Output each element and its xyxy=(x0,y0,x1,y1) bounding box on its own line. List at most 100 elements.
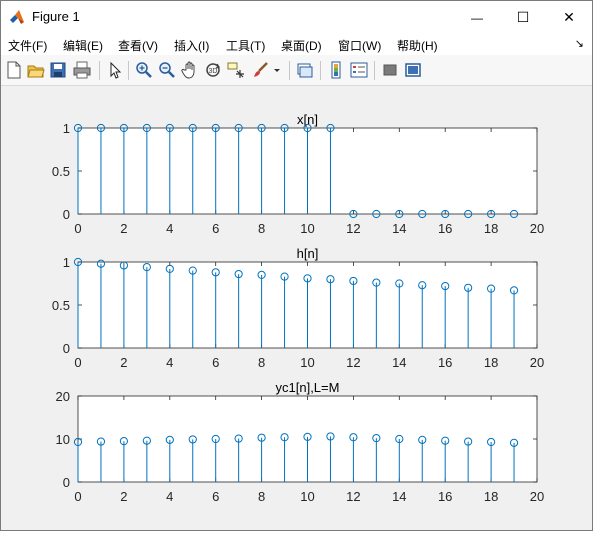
toolbar-separator xyxy=(289,61,290,80)
toolbar-separator xyxy=(374,61,375,80)
menu-view[interactable]: 查看(V) xyxy=(118,39,158,53)
axes-title: x[n] xyxy=(297,112,318,127)
maximize-button[interactable]: ☐ xyxy=(500,1,546,33)
stem-marker[interactable] xyxy=(395,434,404,444)
stem-marker[interactable] xyxy=(96,123,106,133)
stem-marker[interactable] xyxy=(257,270,266,279)
stem-marker[interactable] xyxy=(119,261,129,270)
stem-marker[interactable] xyxy=(509,438,519,447)
stem-marker[interactable] xyxy=(280,433,289,442)
stem-marker[interactable] xyxy=(395,279,404,288)
stem-marker[interactable] xyxy=(142,436,151,445)
close-button[interactable]: ✕ xyxy=(546,1,592,33)
stem-marker[interactable] xyxy=(211,268,220,277)
stem-marker[interactable] xyxy=(142,263,151,272)
stem-marker[interactable] xyxy=(487,209,496,219)
x-tick-label: 6 xyxy=(212,221,219,236)
insert-colorbar-icon[interactable] xyxy=(327,61,345,79)
stem-marker[interactable] xyxy=(211,123,220,133)
stem-marker[interactable] xyxy=(73,257,83,267)
minimize-button[interactable]: — xyxy=(454,1,500,33)
stem-marker[interactable] xyxy=(165,264,174,273)
stem-marker[interactable] xyxy=(418,281,427,290)
stem-marker[interactable] xyxy=(303,274,312,283)
stem-marker[interactable] xyxy=(418,209,427,219)
rotate-3d-icon[interactable]: 3D xyxy=(204,61,222,79)
stem-marker[interactable] xyxy=(349,276,358,286)
axes-title: h[n] xyxy=(297,246,319,261)
print-icon[interactable] xyxy=(73,61,91,79)
title-bar[interactable]: Figure 1 — ☐ ✕ xyxy=(1,1,592,33)
stem-marker[interactable] xyxy=(165,123,174,133)
stem-marker[interactable] xyxy=(96,259,106,268)
menu-insert[interactable]: 插入(I) xyxy=(174,39,210,53)
stem-marker[interactable] xyxy=(464,437,473,446)
stem-marker[interactable] xyxy=(257,433,266,442)
menu-window[interactable]: 窗口(W) xyxy=(338,39,382,53)
stem-marker[interactable] xyxy=(349,433,358,442)
stem-marker[interactable] xyxy=(234,123,243,133)
stem-marker[interactable] xyxy=(234,269,243,279)
stem-marker[interactable] xyxy=(509,209,519,219)
new-figure-icon[interactable] xyxy=(5,61,23,79)
stem-marker[interactable] xyxy=(280,272,289,281)
stem-marker[interactable] xyxy=(487,437,496,447)
stem-marker[interactable] xyxy=(119,123,129,133)
figure-canvas[interactable]: 0 2 4 6 8 10 12 14 16 18 20 0 0.5 1 x[n] 0 2 4 6 8 10 12 14 16 1… xyxy=(1,86,592,530)
hide-plot-tools-icon[interactable] xyxy=(381,61,399,79)
brush-dropdown-icon[interactable] xyxy=(272,61,282,79)
stem-marker[interactable] xyxy=(326,275,335,284)
stem-marker[interactable] xyxy=(372,278,381,287)
stem-marker[interactable] xyxy=(73,437,83,447)
stem-marker[interactable] xyxy=(188,435,197,444)
pan-hand-icon[interactable] xyxy=(181,61,199,79)
zoom-out-icon[interactable] xyxy=(158,61,176,79)
stem-marker[interactable] xyxy=(257,123,266,133)
x-tick-label: 14 xyxy=(392,489,406,504)
stem-marker[interactable] xyxy=(349,209,358,219)
stem-marker[interactable] xyxy=(165,435,174,444)
stem-marker[interactable] xyxy=(96,437,106,446)
stem-marker[interactable] xyxy=(119,437,129,446)
x-tick-label: 16 xyxy=(438,489,452,504)
data-cursor-icon[interactable] xyxy=(227,61,245,79)
stem-marker[interactable] xyxy=(464,209,473,219)
menu-tools[interactable]: 工具(T) xyxy=(226,39,266,53)
stem-marker[interactable] xyxy=(188,123,197,133)
stem-marker[interactable] xyxy=(441,436,450,445)
stem-marker[interactable] xyxy=(464,283,473,292)
stem-marker[interactable] xyxy=(73,123,83,133)
stem-marker[interactable] xyxy=(372,434,381,443)
link-plot-icon[interactable] xyxy=(296,61,314,79)
stem-marker[interactable] xyxy=(372,209,381,219)
zoom-in-icon[interactable] xyxy=(135,61,153,79)
dock-arrow-icon[interactable]: ↘ xyxy=(574,38,584,50)
stem-marker[interactable] xyxy=(280,123,289,133)
stem-marker[interactable] xyxy=(234,434,243,443)
stem-marker[interactable] xyxy=(188,266,197,275)
stem-marker[interactable] xyxy=(303,123,312,133)
stem-marker[interactable] xyxy=(509,286,519,295)
menu-desktop[interactable]: 桌面(D) xyxy=(281,39,322,53)
stem-marker[interactable] xyxy=(441,281,450,291)
stem-marker[interactable] xyxy=(395,209,404,219)
stem-marker[interactable] xyxy=(418,435,427,444)
stem-marker[interactable] xyxy=(326,123,335,133)
menu-help[interactable]: 帮助(H) xyxy=(397,39,438,53)
stem-marker[interactable] xyxy=(326,432,335,441)
menu-file[interactable]: 文件(F) xyxy=(8,39,48,53)
menu-edit[interactable]: 编辑(E) xyxy=(63,39,103,53)
stem-marker[interactable] xyxy=(487,284,496,293)
stem-marker[interactable] xyxy=(211,434,220,444)
insert-legend-icon[interactable] xyxy=(350,61,368,79)
edit-plot-arrow-icon[interactable] xyxy=(106,61,124,79)
stem-marker[interactable] xyxy=(303,432,312,441)
open-file-icon[interactable] xyxy=(27,61,45,79)
show-plot-tools-icon[interactable] xyxy=(404,61,422,79)
stem-marker[interactable] xyxy=(142,123,151,133)
save-icon[interactable] xyxy=(49,61,67,79)
brush-icon[interactable] xyxy=(252,61,270,79)
stem-marker[interactable] xyxy=(441,209,450,219)
y-tick-label: 1 xyxy=(63,121,70,136)
